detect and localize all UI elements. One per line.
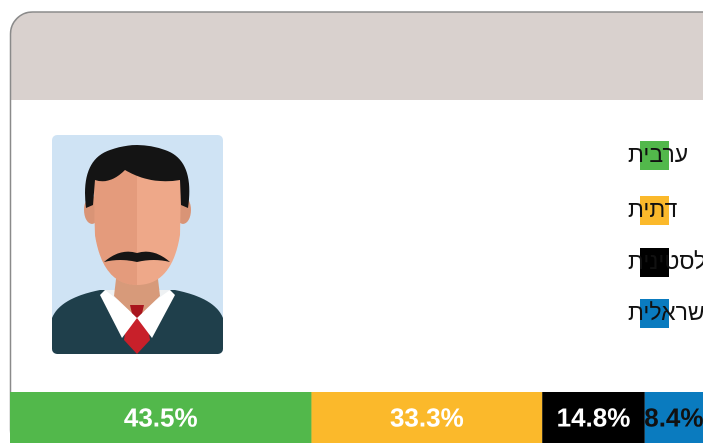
legend-swatch — [640, 196, 669, 225]
legend-label: ישראלית — [628, 299, 703, 325]
legend-label: פלסטינית — [628, 248, 703, 274]
legend-swatch — [640, 299, 669, 328]
bar-label: 8.4% — [644, 402, 703, 432]
legend-swatch — [640, 141, 669, 170]
header-band — [10, 12, 703, 100]
legend-swatch — [640, 248, 669, 277]
bar-label: 43.5% — [124, 402, 198, 432]
bar-segment — [10, 392, 312, 443]
portrait — [52, 135, 223, 354]
bar-label: 33.3% — [390, 402, 464, 432]
bar-segment — [644, 392, 703, 443]
legend-label: דתית — [628, 196, 678, 222]
bar-segment — [542, 392, 645, 443]
legend-label: ערבית — [628, 141, 688, 167]
card-border — [9, 11, 703, 443]
bar-segment — [311, 392, 543, 443]
bar-label: 14.8% — [557, 402, 631, 432]
